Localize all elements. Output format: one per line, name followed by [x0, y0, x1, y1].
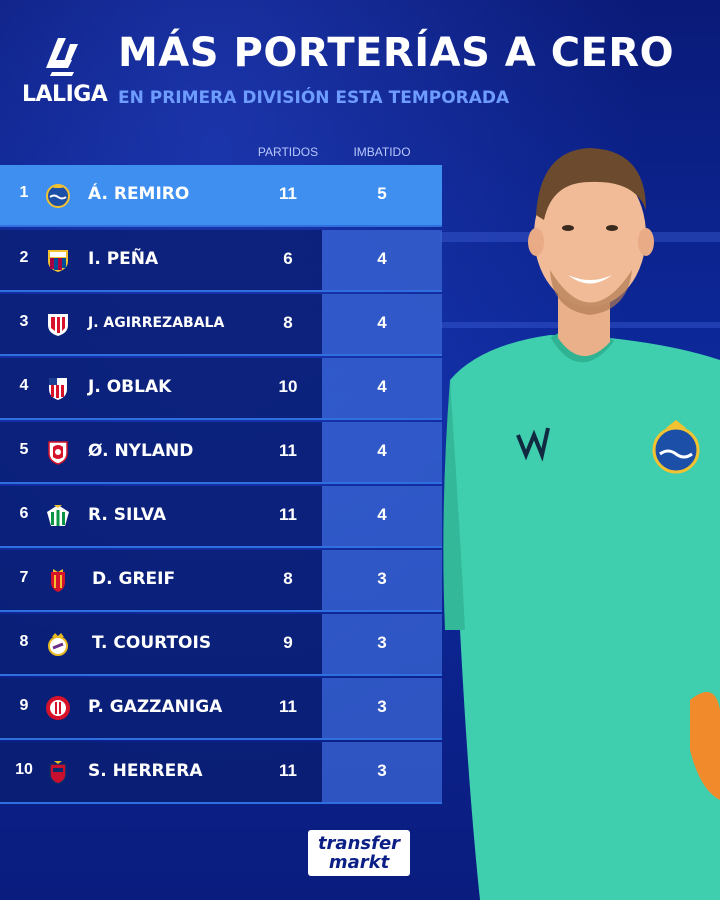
player-name: S. HERRERA: [88, 761, 203, 781]
transfermarkt-wordmark-bottom: markt: [328, 852, 390, 873]
barcelona-crest-icon: [48, 250, 68, 272]
matches-value: 11: [279, 441, 297, 460]
player-name: I. PEÑA: [88, 249, 159, 269]
column-header-clean-sheets: IMBATIDO: [353, 145, 411, 159]
matches-value: 8: [283, 569, 293, 588]
atletico-crest-icon: [49, 378, 67, 400]
clean-sheets-value: 4: [377, 441, 387, 460]
transfermarkt-wordmark-top: transfer: [317, 833, 401, 854]
clean-sheets-value: 3: [377, 761, 387, 780]
rank: 3: [19, 313, 29, 330]
laliga-wordmark: LALIGA: [22, 82, 108, 107]
rank: 7: [19, 569, 29, 586]
table-row: 9 P. GAZZANIGA 11 3: [0, 678, 442, 740]
girona-crest-icon: [46, 696, 70, 720]
player-name: J. AGIRREZABALA: [88, 315, 225, 331]
matches-value: 8: [283, 313, 293, 332]
clean-sheets-value: 4: [377, 313, 387, 332]
matches-value: 11: [279, 184, 297, 203]
matches-value: 9: [283, 633, 293, 652]
rank: 4: [19, 377, 29, 394]
table-row: 3 J. AGIRREZABALA 8 4: [0, 294, 442, 356]
table-row: 6 R. SILVA 11 4: [0, 486, 442, 548]
player-name: D. GREIF: [92, 569, 176, 589]
matches-value: 6: [283, 249, 293, 268]
transfermarkt-logo: transfer markt: [308, 830, 410, 876]
clean-sheets-value: 3: [377, 633, 387, 652]
table-row: 8 T. COURTOIS 9 3: [0, 614, 442, 676]
player-name: T. COURTOIS: [92, 633, 212, 653]
clean-sheets-value: 5: [377, 184, 387, 203]
player-name: Á. REMIRO: [88, 184, 190, 204]
rank: 5: [19, 441, 29, 458]
page-subtitle: EN PRIMERA DIVISIÓN ESTA TEMPORADA: [118, 88, 510, 108]
mallorca-crest-icon: [51, 569, 65, 592]
player-name: Ø. NYLAND: [88, 441, 194, 461]
clean-sheets-value: 4: [377, 377, 387, 396]
table-row: 1 Á. REMIRO 11 5: [0, 165, 442, 227]
table-row: 4 J. OBLAK 10 4: [0, 358, 442, 420]
betis-crest-icon: [47, 505, 69, 526]
clean-sheets-value: 4: [377, 505, 387, 524]
player-name: P. GAZZANIGA: [88, 697, 223, 717]
rank: 8: [19, 633, 29, 650]
clean-sheets-value: 3: [377, 697, 387, 716]
rank: 10: [15, 761, 33, 778]
page-title: MÁS PORTERÍAS A CERO: [118, 30, 675, 76]
matches-value: 10: [278, 377, 298, 396]
real-madrid-crest-icon: [48, 633, 68, 656]
osasuna-crest-icon: [49, 761, 67, 785]
matches-value: 11: [279, 505, 297, 524]
clean-sheets-value: 4: [377, 249, 387, 268]
player-name: R. SILVA: [88, 505, 167, 525]
table-row: 2 I. PEÑA 6 4: [0, 230, 442, 292]
table-row: 10 S. HERRERA 11 3: [0, 742, 442, 804]
matches-value: 11: [279, 761, 297, 780]
matches-value: 11: [279, 697, 297, 716]
rank: 2: [19, 249, 29, 266]
rank: 1: [19, 184, 29, 201]
clean-sheets-value: 3: [377, 569, 387, 588]
real-sociedad-crest-icon: [46, 184, 70, 208]
laliga-logo: LALIGA: [20, 36, 108, 108]
column-header-matches: PARTIDOS: [257, 145, 319, 159]
rank: 9: [19, 697, 29, 714]
rank: 6: [19, 505, 29, 522]
sevilla-crest-icon: [48, 441, 68, 465]
laliga-mark-icon: [46, 38, 78, 76]
goalkeeper-photo: [443, 148, 720, 900]
athletic-crest-icon: [48, 314, 68, 336]
player-name: J. OBLAK: [88, 377, 172, 397]
table-row: 7 D. GREIF 8 3: [0, 550, 442, 612]
table-row: 5 Ø. NYLAND 11 4: [0, 422, 442, 484]
